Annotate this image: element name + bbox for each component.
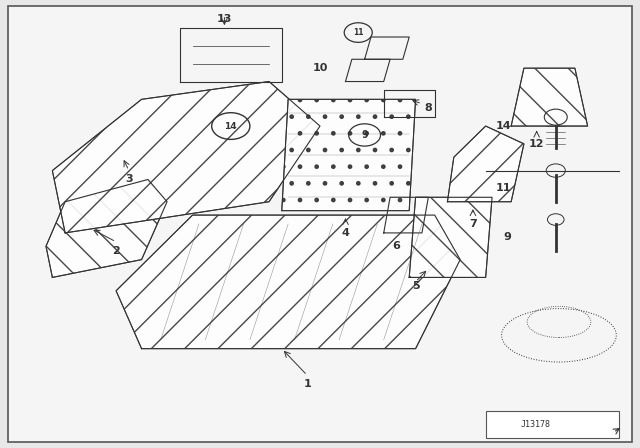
Text: 4: 4 <box>342 228 349 238</box>
Polygon shape <box>52 82 320 233</box>
Text: 2: 2 <box>112 246 120 256</box>
Polygon shape <box>116 215 460 349</box>
Text: 14: 14 <box>495 121 511 131</box>
Text: 12: 12 <box>529 139 545 149</box>
Text: 14: 14 <box>225 121 237 130</box>
Text: 9: 9 <box>503 233 511 242</box>
FancyBboxPatch shape <box>486 411 620 438</box>
FancyBboxPatch shape <box>8 6 632 442</box>
Text: 10: 10 <box>312 63 328 73</box>
Text: 3: 3 <box>125 174 132 185</box>
Text: J13178: J13178 <box>521 420 551 429</box>
Polygon shape <box>409 197 492 277</box>
Text: 11: 11 <box>495 183 511 194</box>
Polygon shape <box>282 99 415 211</box>
Polygon shape <box>46 180 167 277</box>
Text: 7: 7 <box>469 219 477 229</box>
Text: 11: 11 <box>353 28 364 37</box>
Text: 5: 5 <box>412 281 419 291</box>
Text: 6: 6 <box>392 241 401 251</box>
Text: 1: 1 <box>303 379 311 389</box>
Polygon shape <box>511 68 588 126</box>
Polygon shape <box>447 126 524 202</box>
Text: 9: 9 <box>361 130 368 140</box>
Text: 8: 8 <box>424 103 432 113</box>
Text: 13: 13 <box>217 14 232 24</box>
